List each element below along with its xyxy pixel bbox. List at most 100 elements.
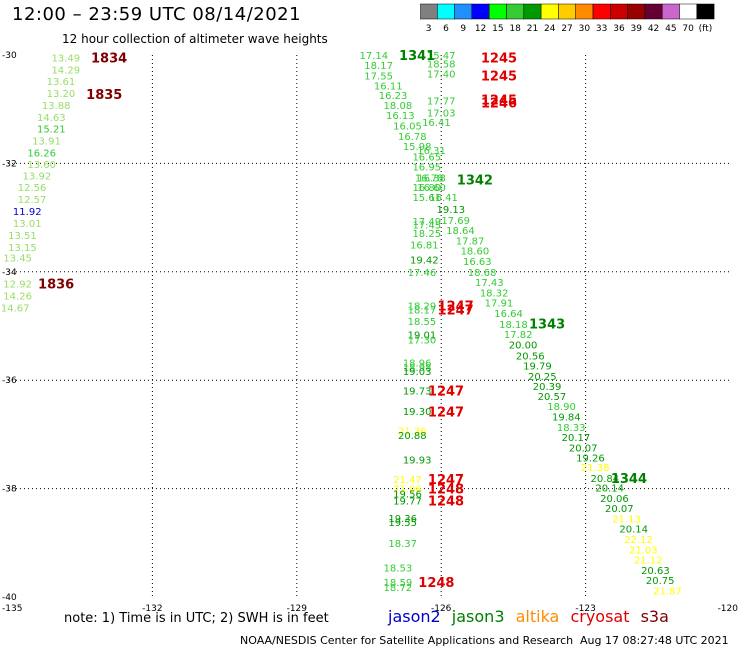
longitude-label: -123 <box>575 604 595 614</box>
wave-height-value: 14.63 <box>37 113 66 124</box>
wave-height-value: 16.23 <box>379 91 408 102</box>
wave-height-value: 18.68 <box>468 268 497 279</box>
wave-height-value: 16.26 <box>27 149 56 160</box>
wave-height-value: 21.38 <box>581 463 610 474</box>
color-scale-label: 21 <box>527 24 538 33</box>
wave-height-value: 13.20 <box>47 89 76 100</box>
wave-height-value: 13.49 <box>51 54 80 65</box>
pass-time-label: 1342 <box>457 174 493 189</box>
wave-height-value: 18.64 <box>446 226 475 237</box>
pass-time-label: 1341 <box>399 49 435 64</box>
wave-height-value: 16.64 <box>494 309 523 320</box>
wave-height-value: 19.56 <box>393 489 422 500</box>
pass-time-label: 1245 <box>481 52 517 67</box>
wave-height-value: 18.18 <box>499 320 528 331</box>
wave-height-value: 16.65 <box>412 152 441 163</box>
generated-timestamp: Aug 17 08:27:48 UTC 2021 <box>580 634 729 647</box>
color-scale-label: 70 <box>682 24 694 33</box>
wave-height-value: 13.60 <box>27 160 56 171</box>
wave-height-value: 18.37 <box>388 539 417 550</box>
wave-height-value: 19.30 <box>403 407 432 418</box>
wave-height-value: 20.00 <box>509 340 538 351</box>
wave-height-value: 21.13 <box>612 514 641 525</box>
wave-height-value: 16.13 <box>386 111 415 122</box>
pass-time-label: 1835 <box>86 88 122 103</box>
wave-height-value: 18.58 <box>427 60 456 71</box>
color-scale-label: 6 <box>443 24 449 33</box>
wave-height-value: 17.03 <box>427 108 456 119</box>
wave-height-value: 20.06 <box>600 494 629 505</box>
wave-height-value: 17.40 <box>427 69 456 80</box>
pass-time-label: 1245 <box>481 93 517 108</box>
pass-time-label: 1247 <box>438 299 474 314</box>
color-scale-label: 27 <box>561 24 572 33</box>
wave-height-value: 20.56 <box>516 351 545 362</box>
pass-time-label: 1248 <box>428 495 464 510</box>
wave-height-value: 16.38 <box>417 173 446 184</box>
wave-height-value: 18.90 <box>547 402 576 413</box>
wave-height-value: 17.87 <box>456 236 485 247</box>
wave-height-value: 20.17 <box>562 433 591 444</box>
wave-height-value: 17.30 <box>408 336 437 347</box>
color-scale-label: 3 <box>426 24 432 33</box>
pass-time-label: 1247 <box>428 473 464 488</box>
wave-height-value: 19.01 <box>408 331 437 342</box>
wave-height-value: 11.92 <box>13 207 42 218</box>
wave-height-value: 18.55 <box>408 317 437 328</box>
wave-height-value: 20.57 <box>538 392 567 403</box>
wave-height-value: 22.12 <box>624 535 653 546</box>
wave-height-value: 18.96 <box>403 358 432 369</box>
wave-height-value: 14.26 <box>3 292 32 303</box>
wave-height-value: 17.14 <box>359 51 388 62</box>
wave-height-value: 18.53 <box>384 564 413 575</box>
color-scale-label: (ft) <box>699 24 713 33</box>
footnote: note: 1) Time is in UTC; 2) SWH is in fe… <box>64 611 329 626</box>
wave-height-value: 16.31 <box>417 146 446 157</box>
wave-height-value: 13.51 <box>8 231 37 242</box>
wave-height-value: 18.72 <box>384 583 413 594</box>
wave-height-value: 13.15 <box>8 243 37 254</box>
wave-height-value: 21.03 <box>629 545 658 556</box>
wave-height-value: 15.61 <box>412 193 441 204</box>
wave-height-value: 19.42 <box>410 255 439 266</box>
wave-height-value: 16.41 <box>429 193 458 204</box>
wave-height-value: 21.06 <box>393 485 422 496</box>
wave-height-value: 19.77 <box>393 497 422 508</box>
wave-height-value: 13.01 <box>13 219 42 230</box>
wave-height-value: 16.41 <box>422 118 451 129</box>
color-scale-label: 15 <box>492 24 503 33</box>
color-scale-label: 30 <box>579 24 591 33</box>
wave-height-value: 17.45 <box>412 221 441 232</box>
wave-height-value: 15.21 <box>37 125 66 136</box>
wave-height-value: 21.12 <box>634 556 663 567</box>
wave-height-value: 16.60 <box>417 183 446 194</box>
wave-height-value: 20.14 <box>619 525 648 536</box>
track-jason3: 17.1418.1717.5516.1116.2318.0816.1316.05… <box>359 51 681 597</box>
wave-height-value: 20.14 <box>595 484 624 495</box>
latitude-label: -38 <box>2 485 17 495</box>
wave-height-value: 16.95 <box>412 163 441 174</box>
wave-height-value: 16.05 <box>393 121 422 132</box>
wave-height-value: 21.87 <box>653 586 682 597</box>
wave-height-value: 17.77 <box>427 97 456 108</box>
legend-cryosat: cryosat <box>570 607 630 626</box>
wave-height-value: 18.33 <box>557 423 586 434</box>
wave-height-value: 13.91 <box>32 137 61 148</box>
wave-height-value: 14.67 <box>1 304 30 315</box>
wave-height-value: 16.11 <box>374 81 403 92</box>
wave-height-value: 19.36 <box>388 514 417 525</box>
wave-height-value: 18.29 <box>408 301 437 312</box>
pass-time-label: 1343 <box>529 317 565 332</box>
wave-height-value: 18.08 <box>384 101 413 112</box>
wave-height-value: 20.07 <box>605 504 634 515</box>
wave-height-value: 15.47 <box>427 51 456 62</box>
legend-jason2: jason2 <box>388 607 441 626</box>
wave-height-value: 16.81 <box>410 241 439 252</box>
pass-time-label: 1834 <box>91 52 127 67</box>
wave-height-value: 18.60 <box>461 247 490 258</box>
wave-height-value: 16.78 <box>415 173 444 184</box>
wave-height-value: 12.56 <box>18 183 47 194</box>
legend-jason3: jason3 <box>451 607 505 626</box>
pass-time-label: 1247 <box>428 384 464 399</box>
pass-time-label: 1344 <box>611 472 647 487</box>
